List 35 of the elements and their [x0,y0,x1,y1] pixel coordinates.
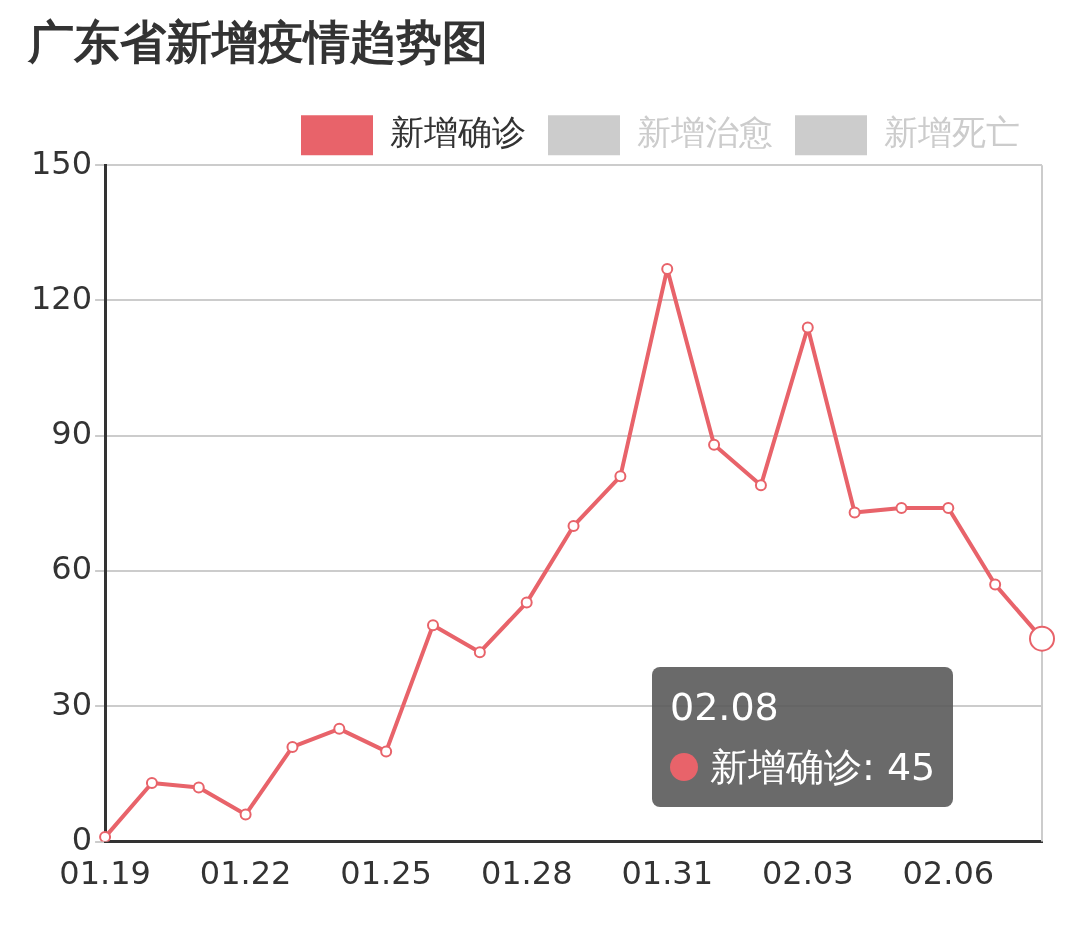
y-tick-label: 60 [51,549,93,588]
point [333,722,346,735]
x-tick-label: 01.22 [199,854,292,893]
annotation: 新增确诊: 45 [710,743,936,791]
point [380,745,393,758]
x-tick-label: 01.28 [480,854,573,893]
point [239,808,252,821]
legend-label: 新增确诊 [390,112,526,153]
chart-title: 广东省新增疫情趋势图 [27,14,488,69]
y-tick-label: 120 [31,278,93,317]
y-tick-label: 30 [51,684,93,723]
x-tick-label: 01.31 [621,854,714,893]
point [895,501,908,514]
point [989,578,1002,591]
x-tick-label: 01.25 [340,854,432,893]
point [942,501,955,514]
point [145,776,158,789]
annotation: 02.08 [670,683,779,731]
point [661,262,674,275]
point [473,646,486,659]
point [567,519,580,532]
y-tick-label: 150 [31,143,93,182]
x-tick-label: 02.06 [902,854,995,893]
point [99,831,112,842]
y-tick-label: 90 [51,414,93,453]
point [192,781,205,794]
point [427,619,439,632]
point [286,740,299,753]
point [801,321,814,334]
point [614,470,627,483]
point [520,596,533,609]
point [848,506,861,519]
point [708,438,721,451]
point [754,479,767,492]
x-tick-label: 02.03 [761,854,854,893]
